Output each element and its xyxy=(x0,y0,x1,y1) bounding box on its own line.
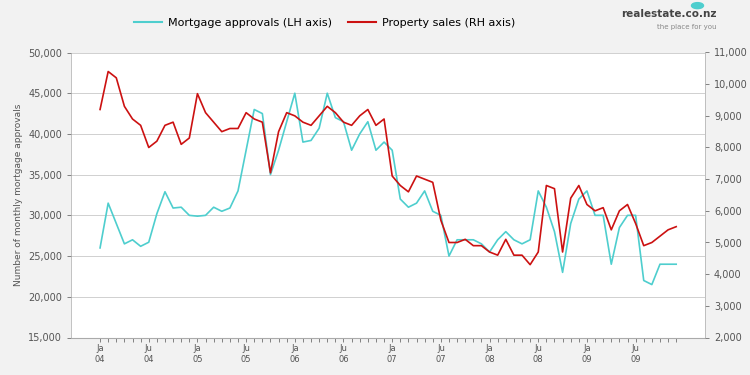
Text: the place for you: the place for you xyxy=(657,24,716,30)
Y-axis label: Number of monthly mortgage approvals: Number of monthly mortgage approvals xyxy=(13,104,22,286)
Legend: Mortgage approvals (LH axis), Property sales (RH axis): Mortgage approvals (LH axis), Property s… xyxy=(130,14,520,33)
Text: realestate.co.nz: realestate.co.nz xyxy=(621,9,716,20)
